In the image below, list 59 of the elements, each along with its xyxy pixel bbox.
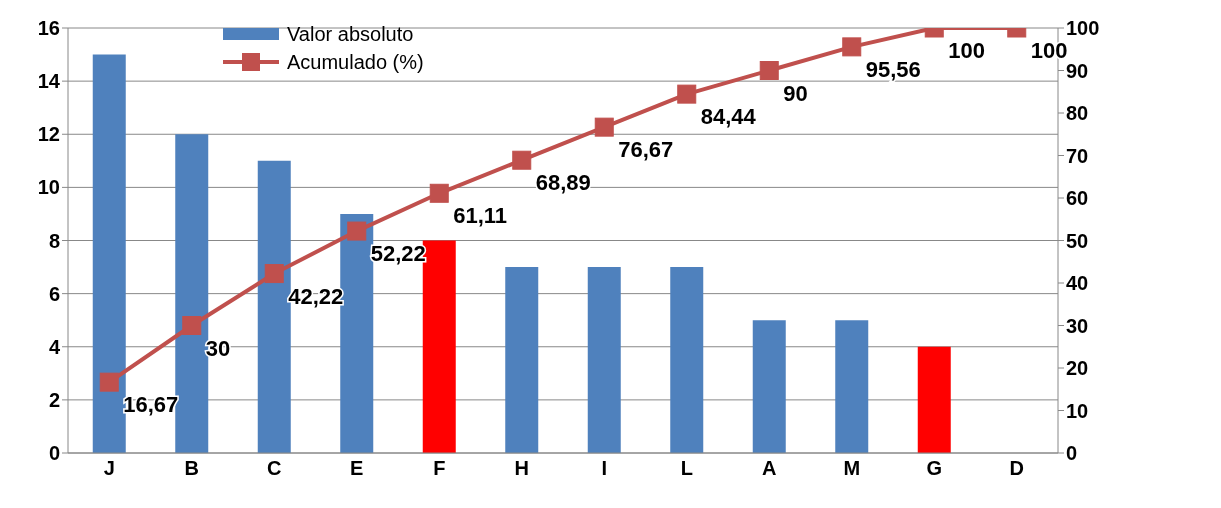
y2-tick-label: 60 xyxy=(1066,187,1089,210)
bar xyxy=(752,320,786,453)
point xyxy=(182,316,202,335)
point xyxy=(429,183,449,203)
data-label: 84,44 xyxy=(700,104,757,130)
point xyxy=(842,37,862,57)
data-label: 76,67 xyxy=(618,137,674,163)
y2-tick-label: 30 xyxy=(1066,314,1089,337)
y2-tick-label: 10 xyxy=(1066,399,1089,422)
y-tick-label: 16 xyxy=(37,17,60,40)
data-label: 68,89 xyxy=(535,170,591,196)
legend-label: Valor absoluto xyxy=(287,22,414,46)
point xyxy=(759,61,779,80)
y2-tick-label: 90 xyxy=(1066,59,1089,82)
point xyxy=(99,372,119,392)
y-tick-label: 10 xyxy=(37,176,60,199)
y-tick-label: 4 xyxy=(48,335,61,358)
data-label: 100 xyxy=(1030,38,1068,63)
x-tick-label: I xyxy=(601,457,608,480)
bar xyxy=(505,267,539,453)
x-tick-label: D xyxy=(1009,457,1024,480)
data-label: 95,56 xyxy=(865,56,921,82)
bar xyxy=(587,267,621,453)
y2-tick-label: 80 xyxy=(1066,102,1089,125)
x-tick-label: L xyxy=(680,457,693,480)
x-tick-label: H xyxy=(514,457,529,480)
y2-tick-label: 50 xyxy=(1066,229,1089,252)
data-label: 100 xyxy=(948,38,985,63)
y-tick-label: 0 xyxy=(48,442,60,465)
x-tick-label: B xyxy=(184,457,199,480)
point xyxy=(594,117,614,137)
bar xyxy=(92,54,126,453)
point xyxy=(512,150,532,170)
x-tick-label: A xyxy=(762,457,777,480)
bar xyxy=(835,320,869,453)
y2-tick-label: 40 xyxy=(1066,272,1089,295)
point xyxy=(264,264,284,284)
bar xyxy=(670,267,704,453)
x-tick-label: C xyxy=(267,457,282,480)
bar xyxy=(917,346,951,453)
point xyxy=(677,84,697,104)
y2-tick-label: 70 xyxy=(1066,144,1089,167)
data-label: 90 xyxy=(783,80,808,106)
y-tick-label: 12 xyxy=(37,123,60,146)
point xyxy=(347,221,367,241)
data-label: 61,11 xyxy=(453,203,508,229)
y2-tick-label: 0 xyxy=(1066,442,1078,465)
x-tick-label: G xyxy=(926,457,943,480)
x-tick-label: E xyxy=(350,457,364,480)
x-tick-label: F xyxy=(433,457,446,480)
y-tick-label: 8 xyxy=(48,229,60,252)
y-tick-label: 14 xyxy=(37,70,61,93)
x-tick-label: M xyxy=(843,457,861,480)
legend-label: Acumulado (%) xyxy=(287,50,424,74)
x-tick-label: J xyxy=(103,457,115,480)
y2-tick-label: 100 xyxy=(1066,17,1100,40)
y-tick-label: 2 xyxy=(48,388,60,411)
y2-tick-label: 20 xyxy=(1066,357,1089,380)
y-tick-label: 6 xyxy=(48,282,60,305)
